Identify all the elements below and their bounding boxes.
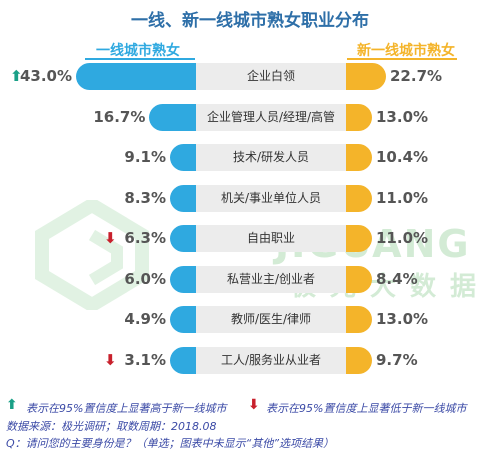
bar-first-tier [170,265,196,293]
bar-first-tier [170,184,196,212]
bar-first-tier [170,225,196,252]
value-label-new-first-tier: 11.0% [376,188,429,207]
value-label-first-tier: 16.7% [93,107,146,126]
value-label-first-tier: 9.1% [124,148,166,166]
bar-new-first-tier [346,225,372,252]
category-label: 机关/事业单位人员 [196,184,346,212]
bar-new-first-tier [346,265,372,293]
bar-first-tier [170,144,196,171]
footnote-question: Q：请问您的主要身份是？（单选；图表中未显示“其他”选项结果） [6,437,335,450]
footnote-up: 表示在95%置信度上显著高于新一线城市 [26,402,227,415]
bar-new-first-tier [346,144,372,171]
value-label-first-tier: 8.3% [124,188,166,207]
bar-first-tier [149,103,196,131]
jiguang-logo-icon [35,200,149,310]
category-label: 私营业主/创业者 [196,265,346,293]
bar-new-first-tier [346,63,386,90]
down-arrow-icon: ⬇ [104,229,117,247]
value-label-new-first-tier: 10.4% [376,148,429,166]
chart-title: 一线、新一线城市熟女职业分布 [131,11,369,31]
up-arrow-icon: ⬆ [6,397,18,413]
legend-right-underline [347,58,457,60]
value-label-new-first-tier: 8.4% [376,269,418,288]
bar-first-tier [170,306,196,333]
value-label-new-first-tier: 9.7% [376,350,418,369]
bar-new-first-tier [346,103,372,131]
legend-left-label: 一线城市熟女 [96,43,180,59]
category-label: 工人/服务业从业者 [196,346,346,374]
value-label-new-first-tier: 11.0% [376,229,429,247]
bar-new-first-tier [346,306,372,333]
value-label-first-tier: 6.0% [124,269,166,288]
footnote-source: 数据来源：极光调研；取数周期：2018.08 [6,420,217,433]
down-arrow-icon: ⬇ [248,397,260,413]
footnote-down: 表示在95%置信度上显著低于新一线城市 [266,402,467,415]
category-label: 自由职业 [196,225,346,252]
value-label-first-tier: 3.1% [124,350,166,369]
legend-left-underline [85,58,195,60]
bar-first-tier [170,346,196,374]
value-label-new-first-tier: 22.7% [390,67,443,85]
category-label: 技术/研发人员 [196,144,346,171]
bar-new-first-tier [346,184,372,212]
legend-right-label: 新一线城市熟女 [357,43,455,59]
value-label-new-first-tier: 13.0% [376,310,429,328]
category-label: 企业白领 [196,63,346,90]
bar-new-first-tier [346,346,372,374]
bar-first-tier [76,63,196,90]
value-label-new-first-tier: 13.0% [376,107,429,126]
value-label-first-tier: 6.3% [124,229,166,247]
value-label-first-tier: 43.0% [19,67,72,85]
category-label: 教师/医生/律师 [196,306,346,333]
category-label: 企业管理人员/经理/高管 [196,103,346,131]
value-label-first-tier: 4.9% [124,310,166,328]
down-arrow-icon: ⬇ [104,350,117,369]
up-arrow-icon: ⬆ [10,67,23,85]
